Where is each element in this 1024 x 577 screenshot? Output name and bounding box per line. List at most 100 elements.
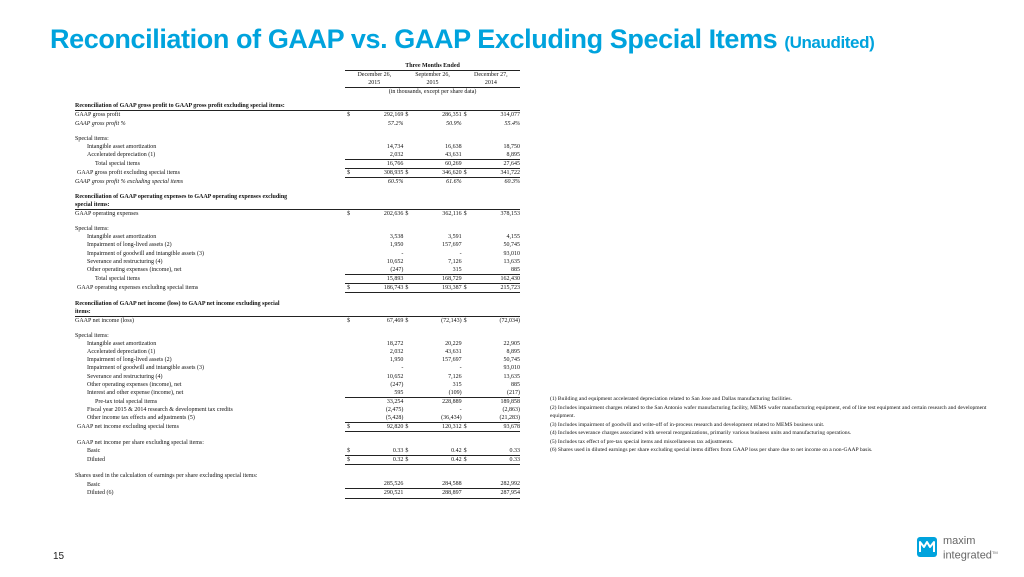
currency-symbol <box>403 488 417 499</box>
currency-symbol: $ <box>461 283 475 293</box>
table-row: Impairment of goodwill and intangible as… <box>75 364 520 372</box>
row-label: items: <box>75 307 520 318</box>
footnote: (6) Shares used in diluted earnings per … <box>550 447 873 453</box>
row-label: Diluted (6) <box>87 490 114 497</box>
currency-symbol <box>345 406 358 414</box>
currency-symbol: $ <box>463 318 467 325</box>
value-cell: 215,723 <box>474 283 520 293</box>
currency-symbol <box>462 332 475 340</box>
currency-symbol <box>462 258 475 266</box>
currency-symbol <box>462 373 475 381</box>
row-label: Shares used in the calculation of earnin… <box>75 473 258 480</box>
value-cell: 7,126 <box>448 373 462 380</box>
value-cell: 20,229 <box>445 341 462 348</box>
currency-symbol <box>345 413 358 423</box>
row-label: GAAP gross profit excluding special item… <box>77 169 180 176</box>
row-label: Accelerated depreciation (1) <box>87 151 156 158</box>
value-cell: 43,631 <box>445 349 462 356</box>
table-body: Reconciliation of GAAP gross profit to G… <box>75 102 521 499</box>
value-cell <box>474 332 520 340</box>
currency-symbol <box>462 406 475 414</box>
row-label: Intangible asset amortization <box>87 234 157 241</box>
row-label: Intangible asset amortization <box>87 341 157 348</box>
table-row: GAAP gross profit excluding special item… <box>75 168 520 178</box>
currency-symbol <box>345 143 358 151</box>
currency-symbol: $ <box>403 455 417 466</box>
value-cell: 157,697 <box>442 242 462 249</box>
value-cell: 193,387 <box>416 283 462 293</box>
currency-symbol: $ <box>405 211 409 218</box>
value-cell: 61.6% <box>446 178 462 185</box>
currency-symbol <box>403 241 416 249</box>
row-label: Special items: <box>75 226 109 233</box>
currency-symbol <box>462 340 475 348</box>
currency-symbol <box>403 381 416 389</box>
value-cell: 0.32 <box>357 455 404 466</box>
value-cell: 3,591 <box>448 234 462 241</box>
row-label: Interest and other expense (income), net <box>87 389 184 396</box>
currency-symbol <box>345 258 358 266</box>
table-row: GAAP gross profit % excluding special it… <box>75 177 520 186</box>
value-cell: 308,935 <box>357 168 404 178</box>
currency-symbol <box>403 388 417 398</box>
value-cell <box>474 225 520 233</box>
value-cell: 341,722 <box>474 168 520 178</box>
currency-symbol: $ <box>403 447 417 457</box>
value-cell: 0.42 <box>416 447 462 457</box>
row-label: Other operating expenses (income), net <box>87 266 182 273</box>
value-cell: (2,863) <box>502 406 521 413</box>
value-cell: 595 <box>357 388 404 398</box>
footnote: (5) Includes tax effect of pre-tax speci… <box>550 438 734 445</box>
value-cell <box>416 332 462 340</box>
value-cell: 93,010 <box>503 365 521 372</box>
value-cell: 315 <box>452 381 462 388</box>
currency-symbol <box>462 143 475 151</box>
table-row: GAAP net income (loss) $67,469 $ (72,143) $(… <box>75 317 520 326</box>
currency-symbol <box>345 388 358 398</box>
value-cell: 378,153 <box>500 211 521 218</box>
currency-symbol: $ <box>403 283 417 293</box>
currency-symbol <box>462 397 475 406</box>
row-label: Impairment of long-lived assets (2) <box>87 242 172 249</box>
currency-symbol <box>462 233 475 241</box>
value-cell: (247) <box>390 381 404 388</box>
col-header-2-line1: September 26, <box>415 72 450 79</box>
row-label: Severance and restructuring (4) <box>87 373 163 380</box>
currency-symbol <box>403 480 417 490</box>
column-header-row-1: December 26, September 26, December 27, <box>75 71 520 80</box>
currency-symbol <box>345 332 358 340</box>
currency-symbol: $ <box>461 447 475 457</box>
footnote: (4) Includes severance charges associate… <box>550 430 852 436</box>
value-cell: 282,992 <box>474 480 520 490</box>
maxim-logo-icon <box>917 537 937 557</box>
row-label: Basic <box>87 481 101 488</box>
row-label: Reconciliation of GAAP net income (loss)… <box>75 300 280 307</box>
page-number: 15 <box>53 551 65 562</box>
table-row: Accelerated depreciation (1) 2,032 43,631 8… <box>75 150 520 160</box>
value-cell <box>358 135 404 143</box>
currency-symbol <box>403 332 416 340</box>
currency-symbol <box>403 233 416 241</box>
value-cell: (109) <box>416 388 462 398</box>
currency-symbol <box>345 472 358 480</box>
currency-symbol <box>345 274 358 284</box>
currency-symbol <box>345 397 358 406</box>
value-cell: 8,895 <box>506 349 521 356</box>
value-cell <box>358 225 404 233</box>
maxim-logo: maxim integratedTM <box>917 533 1009 563</box>
footnote: (3) Includes impairment of goodwill and … <box>550 421 825 428</box>
value-cell: 60,269 <box>416 159 462 169</box>
currency-symbol <box>461 274 475 284</box>
period-header-row: Three Months Ended <box>75 62 520 72</box>
row-label: special items: <box>75 201 520 211</box>
currency-symbol: $ <box>461 168 475 178</box>
value-cell: 0.33 <box>474 447 520 457</box>
currency-symbol <box>462 472 475 480</box>
value-cell: 10,652 <box>386 258 404 265</box>
row-label: Fiscal year 2015 & 2014 research & devel… <box>87 406 233 413</box>
row-label: GAAP net income per share excluding spec… <box>77 440 204 447</box>
table-row: GAAP operating expenses $202,636 $362,116 $… <box>75 210 520 219</box>
reconciliation-table: Three Months Ended December 26, Septembe… <box>75 62 520 499</box>
spacer-row <box>75 465 520 473</box>
currency-symbol <box>345 381 358 389</box>
